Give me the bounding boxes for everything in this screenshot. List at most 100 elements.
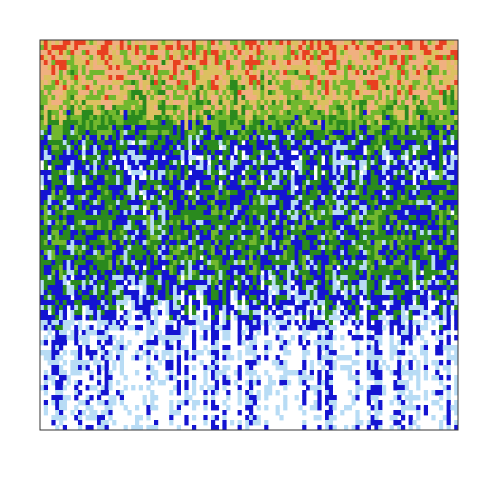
heatmap-cell [135, 205, 140, 211]
heatmap-cell [271, 100, 276, 106]
heatmap-cell [306, 230, 311, 236]
heatmap-cell [370, 220, 375, 226]
heatmap-cell [328, 245, 333, 251]
heatmap-cell [249, 205, 254, 211]
heatmap-cell [93, 180, 98, 186]
heatmap-cell [454, 250, 459, 256]
heatmap-cell [374, 200, 379, 206]
heatmap-cell [108, 235, 113, 241]
heatmap-cell [336, 215, 341, 221]
heatmap-cell [290, 130, 295, 136]
heatmap-cell [62, 80, 67, 86]
heatmap-cell [385, 125, 390, 131]
heatmap-cell [135, 65, 140, 71]
heatmap-cell [119, 85, 124, 91]
heatmap-cell [408, 245, 413, 251]
heatmap-cell [382, 90, 387, 96]
heatmap-cell [290, 215, 295, 221]
heatmap-cell [351, 215, 356, 221]
heatmap-cell [211, 205, 216, 211]
heatmap-cell [237, 185, 242, 191]
heatmap-cell [287, 170, 292, 176]
heatmap-cell [298, 175, 303, 181]
heatmap-cell [325, 165, 330, 171]
heatmap-cell [218, 165, 223, 171]
heatmap-cell [203, 220, 208, 226]
heatmap-cell [104, 130, 109, 136]
heatmap-cell [51, 135, 56, 141]
heatmap-cell [138, 170, 143, 176]
heatmap-cell [442, 260, 447, 266]
heatmap-cell [321, 260, 326, 266]
heatmap-cell [306, 185, 311, 191]
heatmap-cell [294, 80, 299, 86]
heatmap-cell [309, 170, 314, 176]
heatmap-cell [59, 125, 64, 131]
heatmap-cell [344, 115, 349, 121]
heatmap-cell [446, 120, 451, 126]
heatmap-cell [431, 145, 436, 151]
heatmap-cell [264, 95, 269, 101]
heatmap-cell [199, 140, 204, 146]
heatmap-cell [214, 210, 219, 216]
heatmap-cell [423, 80, 428, 86]
heatmap-cell [256, 245, 261, 251]
heatmap-cell [226, 170, 231, 176]
heatmap-cell [173, 145, 178, 151]
heatmap-cell [180, 170, 185, 176]
heatmap-cell [62, 225, 67, 231]
heatmap-cell [256, 205, 261, 211]
heatmap-cell [89, 170, 94, 176]
heatmap-cell [268, 55, 273, 61]
heatmap-cell [412, 130, 417, 136]
heatmap-cell [340, 80, 345, 86]
heatmap-cell [393, 250, 398, 256]
heatmap-cell [264, 240, 269, 246]
heatmap-cell [47, 140, 52, 146]
heatmap-cell [241, 265, 246, 271]
heatmap-cell [135, 115, 140, 121]
heatmap-cell [446, 260, 451, 266]
heatmap-cell [241, 70, 246, 76]
heatmap-cell [146, 75, 151, 81]
heatmap-cell [173, 50, 178, 56]
heatmap-cell [442, 65, 447, 71]
heatmap-cell [47, 215, 52, 221]
heatmap-cell [214, 145, 219, 151]
heatmap-cell [454, 260, 459, 266]
heatmap-cell [157, 250, 162, 256]
heatmap-cell [62, 85, 67, 91]
heatmap-cell [416, 40, 421, 46]
heatmap-cell [359, 210, 364, 216]
heatmap-cell [169, 60, 174, 66]
heatmap-cell [249, 265, 254, 271]
heatmap-cell [351, 150, 356, 156]
heatmap-cell [268, 190, 273, 196]
heatmap-cell [78, 245, 83, 251]
heatmap-cell [89, 175, 94, 181]
heatmap-cell [97, 180, 102, 186]
heatmap-cell [100, 170, 105, 176]
heatmap-cell [222, 60, 227, 66]
heatmap-cell [157, 90, 162, 96]
heatmap-cell [366, 205, 371, 211]
heatmap-cell [385, 200, 390, 206]
heatmap-cell [355, 125, 360, 131]
heatmap-cell [195, 90, 200, 96]
heatmap-cell [306, 115, 311, 121]
heatmap-cell [298, 255, 303, 261]
heatmap-cell [344, 80, 349, 86]
heatmap-cell [81, 55, 86, 61]
heatmap-cell [431, 135, 436, 141]
heatmap-cell [290, 70, 295, 76]
heatmap-cell [427, 110, 432, 116]
heatmap-cell [157, 255, 162, 261]
heatmap-cell [85, 120, 90, 126]
heatmap-cell [119, 75, 124, 81]
heatmap-cell [214, 105, 219, 111]
heatmap-cell [423, 135, 428, 141]
heatmap-cell [116, 270, 121, 276]
heatmap-cell [180, 155, 185, 161]
heatmap-cell [131, 75, 136, 81]
heatmap-cell [404, 255, 409, 261]
